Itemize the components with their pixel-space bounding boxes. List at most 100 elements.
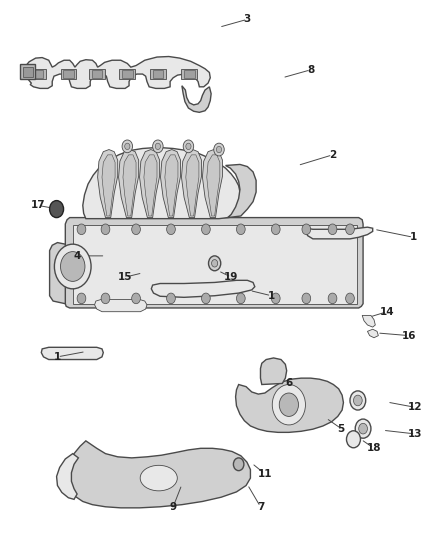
Circle shape bbox=[237, 293, 245, 304]
Circle shape bbox=[353, 395, 362, 406]
Circle shape bbox=[132, 224, 141, 235]
Polygon shape bbox=[186, 155, 199, 216]
Polygon shape bbox=[63, 70, 74, 78]
Text: 4: 4 bbox=[74, 251, 81, 261]
Polygon shape bbox=[160, 150, 180, 217]
Polygon shape bbox=[83, 148, 240, 219]
Text: 3: 3 bbox=[244, 14, 251, 25]
Circle shape bbox=[350, 391, 366, 410]
Polygon shape bbox=[25, 56, 210, 88]
Text: 9: 9 bbox=[170, 502, 177, 512]
Circle shape bbox=[155, 143, 160, 150]
Polygon shape bbox=[182, 86, 211, 112]
Polygon shape bbox=[102, 155, 115, 216]
Polygon shape bbox=[41, 348, 103, 360]
Polygon shape bbox=[30, 69, 46, 79]
Circle shape bbox=[122, 140, 133, 153]
Ellipse shape bbox=[140, 465, 177, 491]
Circle shape bbox=[212, 260, 218, 267]
Circle shape bbox=[272, 384, 305, 425]
Text: 1: 1 bbox=[410, 232, 417, 243]
Polygon shape bbox=[98, 150, 118, 217]
Polygon shape bbox=[60, 69, 76, 79]
Text: 7: 7 bbox=[257, 502, 264, 512]
Circle shape bbox=[302, 224, 311, 235]
Text: 17: 17 bbox=[31, 200, 45, 211]
Polygon shape bbox=[73, 225, 357, 304]
Circle shape bbox=[183, 140, 194, 153]
Circle shape bbox=[214, 143, 224, 156]
Text: 11: 11 bbox=[258, 469, 272, 479]
Polygon shape bbox=[122, 70, 133, 78]
Circle shape bbox=[346, 293, 354, 304]
Polygon shape bbox=[150, 69, 166, 79]
Circle shape bbox=[272, 224, 280, 235]
Text: 2: 2 bbox=[329, 150, 336, 160]
Polygon shape bbox=[65, 217, 363, 308]
Text: 8: 8 bbox=[307, 65, 314, 75]
Circle shape bbox=[208, 256, 221, 271]
Text: 13: 13 bbox=[408, 429, 423, 439]
Polygon shape bbox=[67, 441, 251, 508]
Text: 12: 12 bbox=[408, 402, 423, 413]
Circle shape bbox=[346, 431, 360, 448]
Circle shape bbox=[132, 293, 141, 304]
Polygon shape bbox=[305, 227, 373, 239]
Circle shape bbox=[125, 143, 130, 150]
Polygon shape bbox=[95, 300, 147, 312]
Circle shape bbox=[237, 224, 245, 235]
Text: 1: 1 bbox=[54, 352, 61, 362]
Polygon shape bbox=[181, 69, 197, 79]
Polygon shape bbox=[89, 69, 105, 79]
Circle shape bbox=[166, 224, 175, 235]
Text: 15: 15 bbox=[118, 272, 132, 282]
Text: 1: 1 bbox=[268, 290, 275, 301]
Text: 14: 14 bbox=[380, 306, 394, 317]
Text: 6: 6 bbox=[285, 378, 293, 389]
Polygon shape bbox=[140, 150, 159, 217]
Polygon shape bbox=[151, 280, 255, 297]
Circle shape bbox=[328, 224, 337, 235]
Circle shape bbox=[166, 293, 175, 304]
Text: 19: 19 bbox=[224, 272, 238, 282]
Circle shape bbox=[328, 293, 337, 304]
Polygon shape bbox=[184, 70, 194, 78]
Circle shape bbox=[355, 419, 371, 438]
Circle shape bbox=[152, 140, 163, 153]
Polygon shape bbox=[236, 378, 343, 432]
Circle shape bbox=[101, 224, 110, 235]
Circle shape bbox=[279, 393, 298, 416]
Polygon shape bbox=[362, 316, 375, 327]
Circle shape bbox=[60, 252, 85, 281]
Polygon shape bbox=[202, 150, 223, 217]
Circle shape bbox=[302, 293, 311, 304]
Polygon shape bbox=[123, 155, 136, 216]
Text: 5: 5 bbox=[338, 424, 345, 434]
Circle shape bbox=[201, 293, 210, 304]
Polygon shape bbox=[92, 70, 102, 78]
Polygon shape bbox=[20, 64, 35, 79]
Polygon shape bbox=[22, 67, 32, 77]
Circle shape bbox=[77, 293, 86, 304]
Circle shape bbox=[201, 224, 210, 235]
Circle shape bbox=[359, 423, 367, 434]
Polygon shape bbox=[119, 150, 139, 217]
Polygon shape bbox=[261, 358, 287, 384]
Polygon shape bbox=[367, 329, 378, 338]
Circle shape bbox=[233, 458, 244, 471]
Text: 18: 18 bbox=[367, 443, 381, 453]
Polygon shape bbox=[120, 69, 135, 79]
Circle shape bbox=[77, 224, 86, 235]
Circle shape bbox=[346, 224, 354, 235]
Circle shape bbox=[216, 147, 222, 153]
Circle shape bbox=[101, 293, 110, 304]
Circle shape bbox=[54, 244, 91, 289]
Circle shape bbox=[272, 293, 280, 304]
Polygon shape bbox=[32, 70, 43, 78]
Polygon shape bbox=[152, 70, 163, 78]
Polygon shape bbox=[207, 155, 220, 216]
Polygon shape bbox=[181, 150, 201, 217]
Polygon shape bbox=[226, 165, 256, 217]
Text: 16: 16 bbox=[402, 330, 416, 341]
Circle shape bbox=[49, 200, 64, 217]
